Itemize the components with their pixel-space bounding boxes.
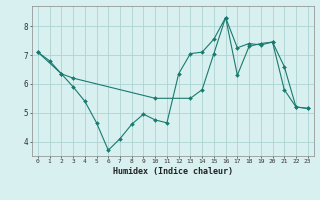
X-axis label: Humidex (Indice chaleur): Humidex (Indice chaleur) [113,167,233,176]
